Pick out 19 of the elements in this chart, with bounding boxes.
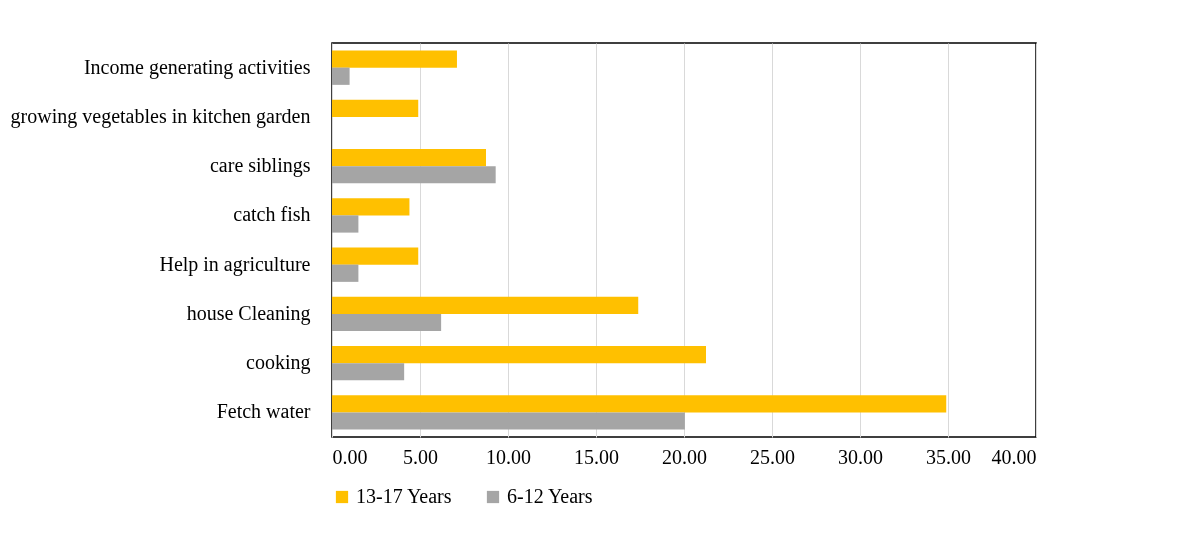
x-tick-label: 10.00 [486, 445, 531, 468]
y-tick-label: care siblings [209, 154, 311, 178]
legend-label: 6-12 Years [507, 485, 593, 507]
x-tick-label: 5.00 [403, 445, 438, 468]
x-tick-label: 25.00 [750, 445, 795, 468]
y-tick-label: house Cleaning [186, 301, 311, 325]
x-tick-label: 40.00 [991, 445, 1037, 468]
x-tick-label: 20.00 [662, 445, 707, 468]
y-tick-label: cooking [246, 351, 311, 375]
x-tick-label: 0.00 [332, 445, 368, 468]
x-tick-label: 15.00 [574, 445, 619, 468]
y-tick-label: growing vegetables in kitchen garden [10, 104, 311, 128]
x-tick-label: 30.00 [838, 445, 883, 468]
legend-label: 13-17 Years [356, 485, 452, 507]
y-tick-label: catch fish [233, 203, 311, 226]
y-tick-label: Help in agriculture [159, 252, 311, 276]
x-tick-label: 35.00 [926, 445, 971, 468]
y-tick-label: Fetch water [216, 400, 311, 423]
y-tick-label: Income generating activities [83, 55, 311, 79]
